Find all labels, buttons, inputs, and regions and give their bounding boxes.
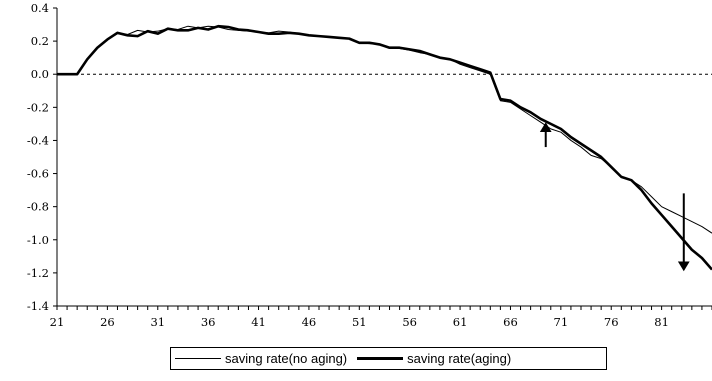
series-line-no-aging <box>57 25 712 234</box>
x-tick-label: 81 <box>654 315 669 329</box>
x-tick-label: 21 <box>50 315 65 329</box>
legend: saving rate(no aging) saving rate(aging) <box>170 347 607 370</box>
x-tick-label: 46 <box>302 315 317 329</box>
x-tick-label: 76 <box>604 315 619 329</box>
y-tick-label: -1.4 <box>27 299 49 313</box>
series-lines <box>57 24 712 271</box>
annotations <box>539 122 690 272</box>
y-tick-label: -0.6 <box>27 167 49 181</box>
x-tick-label: 31 <box>150 315 165 329</box>
y-tick-label: 0.2 <box>31 34 49 48</box>
legend-item-aging: saving rate(aging) <box>357 351 511 366</box>
y-tick-label: 0.4 <box>31 1 49 15</box>
legend-swatch-no-aging <box>175 358 221 359</box>
x-tick-label: 36 <box>201 315 216 329</box>
x-tick-label: 51 <box>352 315 367 329</box>
legend-label-aging: saving rate(aging) <box>407 351 512 366</box>
y-tick-label: -0.4 <box>27 133 49 147</box>
legend-label-no-aging: saving rate(no aging) <box>225 351 348 366</box>
series-line-aging <box>57 24 712 271</box>
axis-ticks: 0.4 0.2 0.0 -0.2 -0.4 -0.6 -0.8 -1.0 -1.2 -1.421 2… <box>27 1 712 329</box>
x-tick-label: 26 <box>100 315 115 329</box>
x-tick-label: 41 <box>251 315 266 329</box>
y-tick-label: -1.0 <box>27 233 49 247</box>
axes <box>56 8 712 307</box>
legend-swatch-aging <box>357 357 404 360</box>
x-tick-label: 66 <box>503 315 518 329</box>
y-tick-label: 0.0 <box>31 67 49 81</box>
y-tick-label: -1.2 <box>27 266 49 280</box>
y-tick-label: -0.8 <box>27 200 49 214</box>
legend-item-no-aging: saving rate(no aging) <box>175 351 347 366</box>
x-tick-label: 56 <box>402 315 417 329</box>
x-tick-label: 61 <box>453 315 468 329</box>
x-tick-label: 71 <box>554 315 569 329</box>
y-tick-label: -0.2 <box>27 100 49 114</box>
